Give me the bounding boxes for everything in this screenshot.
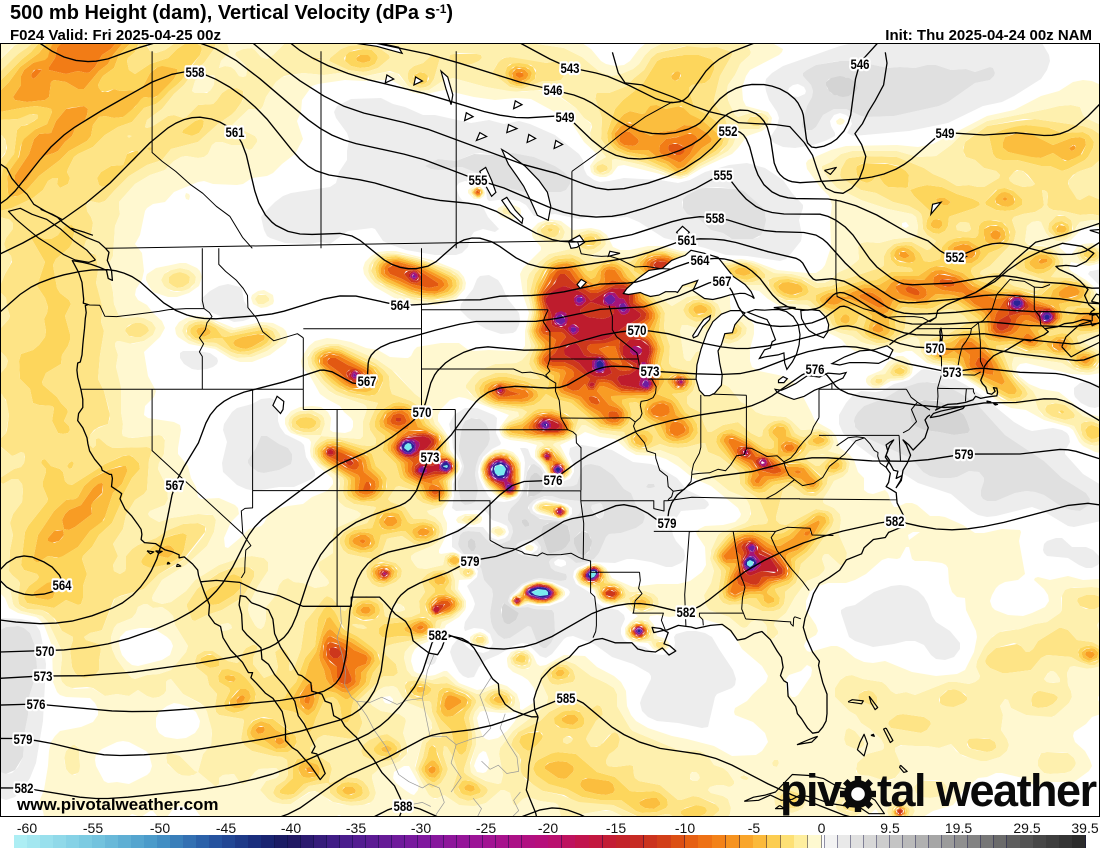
svg-text:570: 570 [36,643,55,659]
svg-text:552: 552 [946,249,965,265]
svg-text:561: 561 [678,232,697,248]
svg-text:573: 573 [421,449,440,465]
svg-text:549: 549 [556,109,575,125]
svg-text:543: 543 [561,60,580,76]
svg-text:561: 561 [226,124,245,140]
svg-text:570: 570 [628,322,647,338]
svg-text:567: 567 [358,373,377,389]
svg-text:564: 564 [53,577,72,593]
svg-text:570: 570 [413,404,432,420]
svg-text:579: 579 [658,515,677,531]
svg-text:582: 582 [677,604,696,620]
svg-text:573: 573 [943,364,962,380]
svg-text:588: 588 [394,798,413,814]
svg-text:546: 546 [544,82,563,98]
svg-text:552: 552 [719,123,738,139]
svg-text:564: 564 [691,252,710,268]
svg-text:582: 582 [886,513,905,529]
svg-text:546: 546 [851,56,870,72]
svg-text:558: 558 [706,210,725,226]
svg-text:573: 573 [34,668,53,684]
svg-text:555: 555 [469,172,488,188]
svg-text:549: 549 [936,125,955,141]
svg-text:576: 576 [806,361,825,377]
svg-text:573: 573 [641,363,660,379]
svg-text:564: 564 [391,297,410,313]
svg-text:576: 576 [27,696,46,712]
svg-text:585: 585 [557,690,576,706]
svg-text:558: 558 [186,64,205,80]
svg-text:579: 579 [955,446,974,462]
svg-text:piv: piv [780,765,842,816]
svg-text:579: 579 [14,731,33,747]
svg-text:555: 555 [714,167,733,183]
svg-text:576: 576 [544,472,563,488]
svg-text:tal weather: tal weather [877,765,1097,816]
svg-text:582: 582 [15,780,34,796]
svg-text:567: 567 [166,477,185,493]
svg-text:570: 570 [926,340,945,356]
svg-text:579: 579 [461,553,480,569]
svg-text:567: 567 [713,273,732,289]
svg-text:582: 582 [429,627,448,643]
